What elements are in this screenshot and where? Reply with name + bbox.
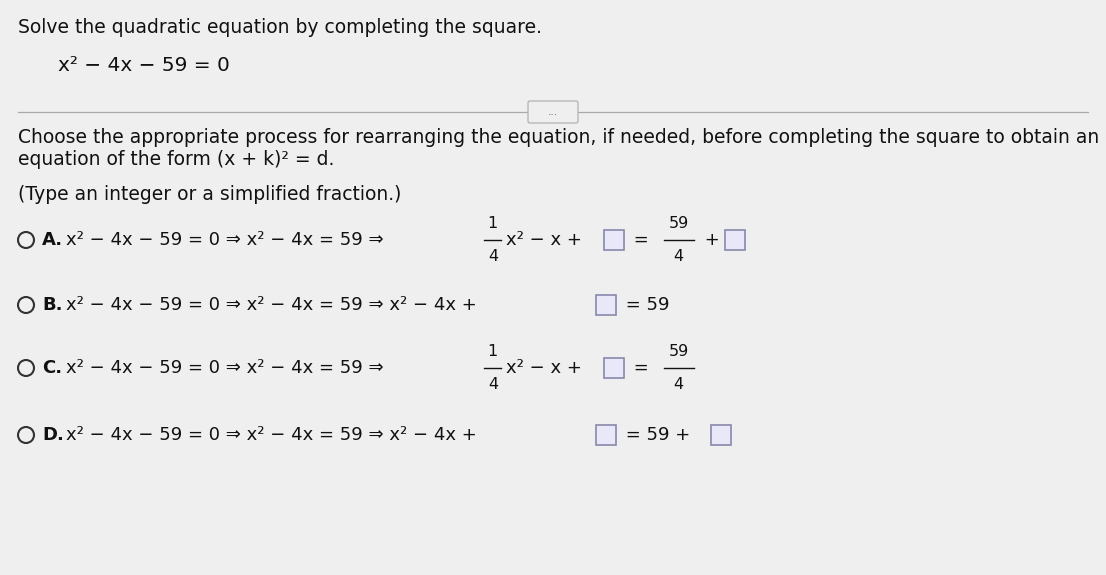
FancyBboxPatch shape — [596, 425, 616, 445]
Text: =: = — [628, 359, 655, 377]
FancyBboxPatch shape — [528, 101, 578, 123]
Text: 4: 4 — [488, 377, 498, 392]
Text: Choose the appropriate process for rearranging the equation, if needed, before c: Choose the appropriate process for rearr… — [18, 128, 1099, 147]
Text: B.: B. — [42, 296, 63, 314]
Text: D.: D. — [42, 426, 64, 444]
Text: (Type an integer or a simplified fraction.): (Type an integer or a simplified fractio… — [18, 185, 401, 204]
Text: C.: C. — [42, 359, 62, 377]
Circle shape — [18, 297, 34, 313]
Text: = 59: = 59 — [620, 296, 669, 314]
Text: equation of the form (x + k)² = d.: equation of the form (x + k)² = d. — [18, 150, 334, 169]
Text: 59: 59 — [668, 216, 689, 231]
Text: 1: 1 — [488, 216, 498, 231]
FancyBboxPatch shape — [604, 230, 625, 250]
Text: 59: 59 — [668, 344, 689, 359]
Text: 4: 4 — [674, 249, 684, 264]
Text: 1: 1 — [488, 344, 498, 359]
FancyBboxPatch shape — [711, 425, 731, 445]
Text: 4: 4 — [674, 377, 684, 392]
Text: x² − 4x − 59 = 0 ⇒ x² − 4x = 59 ⇒: x² − 4x − 59 = 0 ⇒ x² − 4x = 59 ⇒ — [66, 359, 389, 377]
FancyBboxPatch shape — [596, 295, 616, 315]
Text: 4: 4 — [488, 249, 498, 264]
Text: x² − 4x − 59 = 0 ⇒ x² − 4x = 59 ⇒ x² − 4x +: x² − 4x − 59 = 0 ⇒ x² − 4x = 59 ⇒ x² − 4… — [66, 426, 477, 444]
Text: x² − 4x − 59 = 0 ⇒ x² − 4x = 59 ⇒: x² − 4x − 59 = 0 ⇒ x² − 4x = 59 ⇒ — [66, 231, 389, 249]
Circle shape — [18, 360, 34, 376]
Text: =: = — [628, 231, 655, 249]
Circle shape — [18, 232, 34, 248]
Text: = 59 +: = 59 + — [620, 426, 690, 444]
Text: ...: ... — [547, 107, 559, 117]
Text: +: + — [699, 231, 720, 249]
Text: x² − x +: x² − x + — [507, 359, 583, 377]
Circle shape — [18, 427, 34, 443]
Text: x² − 4x − 59 = 0 ⇒ x² − 4x = 59 ⇒ x² − 4x +: x² − 4x − 59 = 0 ⇒ x² − 4x = 59 ⇒ x² − 4… — [66, 296, 477, 314]
FancyBboxPatch shape — [726, 230, 745, 250]
Text: x² − 4x − 59 = 0: x² − 4x − 59 = 0 — [58, 56, 230, 75]
Text: Solve the quadratic equation by completing the square.: Solve the quadratic equation by completi… — [18, 18, 542, 37]
FancyBboxPatch shape — [604, 358, 625, 378]
Text: x² − x +: x² − x + — [507, 231, 583, 249]
Text: A.: A. — [42, 231, 63, 249]
